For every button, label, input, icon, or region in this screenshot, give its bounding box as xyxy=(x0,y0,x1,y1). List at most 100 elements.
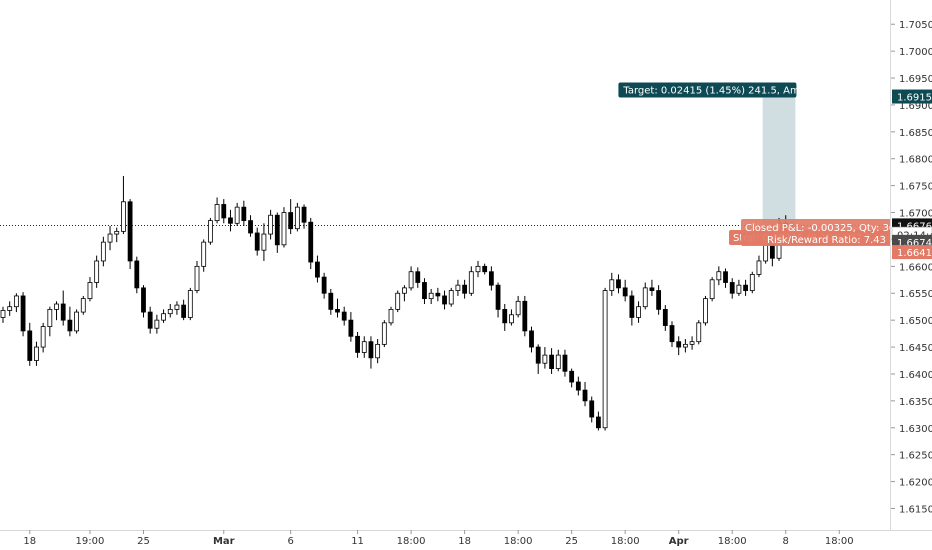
candle[interactable] xyxy=(134,256,140,294)
candle[interactable] xyxy=(549,348,554,374)
candle[interactable] xyxy=(509,309,514,326)
candle[interactable] xyxy=(13,293,19,313)
closed-pl-label[interactable]: Closed P&L: -0.00325, Qty: 3076Risk/Rewa… xyxy=(741,219,908,246)
candle[interactable] xyxy=(629,290,635,326)
candle[interactable] xyxy=(435,287,441,302)
candle[interactable] xyxy=(60,290,66,326)
candle[interactable] xyxy=(596,411,601,431)
candle[interactable] xyxy=(529,326,534,353)
candle[interactable] xyxy=(167,304,173,318)
candle[interactable] xyxy=(141,285,146,318)
candle[interactable] xyxy=(689,336,695,350)
candle[interactable] xyxy=(662,305,668,331)
candle[interactable] xyxy=(442,290,447,310)
candle[interactable] xyxy=(462,279,468,299)
candle[interactable] xyxy=(703,295,708,326)
candle[interactable] xyxy=(669,321,675,348)
candle[interactable] xyxy=(20,292,26,337)
candle[interactable] xyxy=(127,199,133,270)
candle[interactable] xyxy=(422,278,427,305)
target-label[interactable]: Target: 0.02415 (1.45%) 241.5, Amount: xyxy=(618,82,826,98)
candle[interactable] xyxy=(201,239,207,272)
candle[interactable] xyxy=(100,236,106,267)
candle[interactable] xyxy=(488,266,494,291)
candle[interactable] xyxy=(542,347,548,369)
candle[interactable] xyxy=(274,212,280,253)
candle[interactable] xyxy=(261,223,267,261)
candle[interactable] xyxy=(54,301,59,321)
candle[interactable] xyxy=(114,227,120,243)
candle[interactable] xyxy=(408,266,414,291)
candle[interactable] xyxy=(348,312,354,342)
candle[interactable] xyxy=(361,336,367,358)
candle[interactable] xyxy=(241,200,247,226)
candle[interactable] xyxy=(154,314,160,334)
candle[interactable] xyxy=(395,290,401,313)
candle[interactable] xyxy=(34,341,39,366)
candle[interactable] xyxy=(80,295,86,315)
candle[interactable] xyxy=(294,202,300,232)
candle[interactable] xyxy=(40,322,46,353)
candle[interactable] xyxy=(575,376,581,396)
candle[interactable] xyxy=(602,287,608,431)
candle[interactable] xyxy=(589,396,595,423)
candle[interactable] xyxy=(723,268,728,288)
candle[interactable] xyxy=(682,338,688,353)
candle[interactable] xyxy=(121,175,126,235)
candle[interactable] xyxy=(375,338,381,364)
candle[interactable] xyxy=(636,301,641,323)
candle[interactable] xyxy=(716,266,722,286)
candle[interactable] xyxy=(502,304,508,331)
candle[interactable] xyxy=(355,331,360,358)
candle[interactable] xyxy=(0,306,6,323)
candle[interactable] xyxy=(482,263,488,275)
candle[interactable] xyxy=(609,272,615,296)
candle[interactable] xyxy=(187,287,193,321)
candle[interactable] xyxy=(555,349,561,372)
candle[interactable] xyxy=(301,204,307,229)
candle[interactable] xyxy=(47,306,53,337)
candle[interactable] xyxy=(221,199,227,224)
candle[interactable] xyxy=(94,255,100,288)
candle[interactable] xyxy=(7,301,13,316)
candle[interactable] xyxy=(729,278,735,299)
candle[interactable] xyxy=(582,382,588,407)
time-axis[interactable]: 18 19:00 25 Mar 6 11 18:00 18 18:00 25 18:00 Apr 18:… xyxy=(23,530,854,547)
candle[interactable] xyxy=(87,277,93,302)
candle[interactable] xyxy=(401,285,407,302)
candle[interactable] xyxy=(174,301,180,315)
candle[interactable] xyxy=(368,336,374,369)
price-axis[interactable]: 1.61500 1.62000 1.62500 1.63000 1.63500 1.640… xyxy=(891,20,932,515)
candle[interactable] xyxy=(756,255,762,278)
candle[interactable] xyxy=(696,320,702,345)
candle[interactable] xyxy=(535,344,541,374)
candle[interactable] xyxy=(415,267,421,288)
candle[interactable] xyxy=(341,306,347,326)
candle[interactable] xyxy=(321,272,327,299)
candle[interactable] xyxy=(428,288,434,305)
candle[interactable] xyxy=(448,287,454,307)
candle[interactable] xyxy=(515,295,521,318)
candle[interactable] xyxy=(308,217,314,270)
candle[interactable] xyxy=(328,288,334,315)
candle[interactable] xyxy=(281,207,287,248)
candle[interactable] xyxy=(147,306,153,334)
candle[interactable] xyxy=(495,282,501,318)
candle[interactable] xyxy=(315,255,320,283)
candle[interactable] xyxy=(522,295,528,337)
candle[interactable] xyxy=(676,336,682,356)
candle[interactable] xyxy=(288,199,294,235)
candle[interactable] xyxy=(736,279,742,296)
candle[interactable] xyxy=(455,279,461,296)
candle[interactable] xyxy=(268,209,274,240)
candle[interactable] xyxy=(74,309,79,334)
candle[interactable] xyxy=(622,279,628,302)
candle[interactable] xyxy=(468,266,474,296)
candle[interactable] xyxy=(335,298,340,318)
candle[interactable] xyxy=(642,282,648,310)
candle[interactable] xyxy=(381,320,387,348)
candle[interactable] xyxy=(67,306,73,337)
candle[interactable] xyxy=(228,209,233,232)
candle[interactable] xyxy=(214,197,220,224)
